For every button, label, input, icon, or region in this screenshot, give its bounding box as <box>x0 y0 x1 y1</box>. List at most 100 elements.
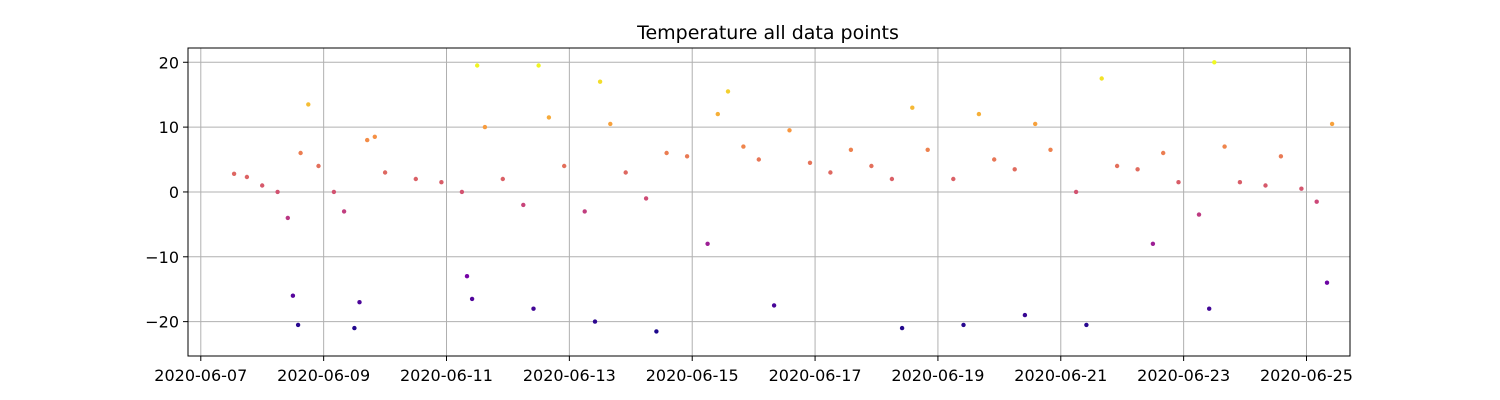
data-point <box>531 306 536 311</box>
data-point <box>1222 144 1227 149</box>
data-point <box>469 296 475 302</box>
data-point <box>1263 183 1268 188</box>
x-tick-label: 2020-06-19 <box>891 366 984 385</box>
data-point <box>521 202 526 208</box>
grid <box>188 48 1350 356</box>
data-point <box>298 150 303 156</box>
x-tick-label: 2020-06-17 <box>769 366 862 385</box>
data-point <box>1099 76 1104 81</box>
x-tick-label: 2020-06-15 <box>646 366 739 385</box>
data-point <box>643 196 649 201</box>
data-point <box>807 160 813 165</box>
x-tick-label: 2020-06-07 <box>154 366 247 385</box>
data-point <box>290 293 296 298</box>
data-point <box>562 163 567 169</box>
data-point <box>910 105 915 110</box>
y-tick-label: −20 <box>145 313 179 332</box>
data-point <box>1324 280 1330 285</box>
data-point <box>1150 241 1156 246</box>
plot-frame <box>187 47 1351 357</box>
data-point <box>1135 167 1140 172</box>
data-point <box>439 180 444 185</box>
data-point <box>664 150 669 156</box>
data-point <box>771 303 777 308</box>
data-point <box>244 174 250 180</box>
y-tick-label: 20 <box>159 53 179 72</box>
x-tick-label: 2020-06-11 <box>400 366 493 385</box>
data-point <box>684 154 690 159</box>
y-axis-ticks: 20 10 0 −10 −20 <box>145 53 188 332</box>
data-point <box>828 170 833 175</box>
data-point <box>1196 212 1202 217</box>
data-point <box>976 111 982 117</box>
x-tick-label: 2020-06-23 <box>1137 366 1230 385</box>
data-point <box>413 176 418 182</box>
data-point <box>741 144 746 149</box>
data-point <box>464 274 470 279</box>
x-axis-ticks: 2020-06-07 2020-06-09 2020-06-11 2020-06-13… <box>154 356 1353 385</box>
y-tick-label: 0 <box>169 183 179 202</box>
data-point <box>961 322 966 328</box>
data-point <box>608 121 613 127</box>
data-point <box>316 163 321 169</box>
data-point <box>1012 167 1017 172</box>
data-point <box>592 319 598 324</box>
data-point <box>1073 189 1079 195</box>
data-point <box>275 189 280 195</box>
data-point <box>654 329 659 334</box>
data-point <box>357 300 362 305</box>
data-point <box>869 163 874 169</box>
data-point <box>848 147 854 152</box>
data-point <box>459 189 465 195</box>
x-tick-label: 2020-06-21 <box>1014 366 1107 385</box>
data-point <box>1314 199 1319 204</box>
data-point <box>1237 180 1243 185</box>
x-tick-label: 2020-06-09 <box>277 366 370 385</box>
data-point <box>306 102 311 107</box>
data-point <box>352 325 357 331</box>
data-point <box>382 170 388 175</box>
data-point <box>341 209 347 214</box>
data-point <box>365 137 370 143</box>
data-point <box>889 176 895 182</box>
data-point <box>1278 154 1284 159</box>
data-point <box>475 63 480 68</box>
y-tick-label: −10 <box>145 248 179 267</box>
data-point <box>1299 186 1304 191</box>
data-point <box>705 241 710 246</box>
data-point <box>536 63 541 68</box>
data-point <box>500 176 505 182</box>
x-tick-label: 2020-06-25 <box>1260 366 1353 385</box>
data-point <box>1329 121 1335 127</box>
data-point <box>925 147 930 152</box>
data-point <box>597 79 603 84</box>
data-point <box>1048 147 1053 152</box>
data-point <box>725 89 731 94</box>
data-point <box>623 170 628 175</box>
data-point <box>582 209 587 214</box>
data-point <box>295 322 301 328</box>
data-point <box>1212 60 1217 65</box>
data-point <box>1176 180 1181 185</box>
data-point <box>331 189 337 195</box>
data-points <box>231 60 1335 334</box>
data-point <box>482 124 488 130</box>
data-point <box>260 183 265 188</box>
data-point <box>1022 312 1028 318</box>
data-point <box>1033 121 1038 127</box>
data-point <box>992 157 997 162</box>
data-point <box>951 176 956 182</box>
data-point <box>787 128 792 133</box>
data-point <box>715 111 720 117</box>
data-point <box>372 134 377 139</box>
data-point <box>1114 163 1120 169</box>
chart-title: Temperature all data points <box>636 22 899 44</box>
data-point <box>1207 306 1212 311</box>
x-tick-label: 2020-06-13 <box>523 366 616 385</box>
data-point <box>546 115 552 120</box>
data-point <box>1084 322 1089 328</box>
data-point <box>231 171 237 176</box>
data-point <box>899 325 905 331</box>
data-point <box>756 157 761 162</box>
